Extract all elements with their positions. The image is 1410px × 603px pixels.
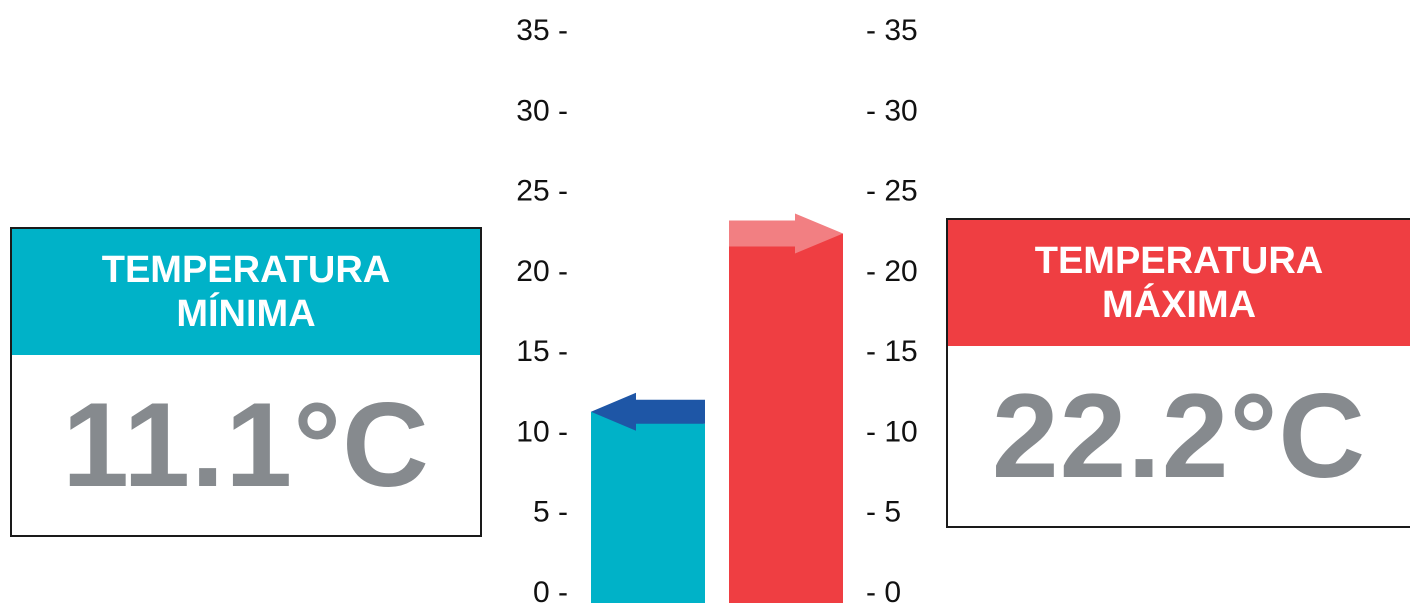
y-tick-label-right: - 30 [866, 94, 918, 127]
y-tick-label-right: - 5 [866, 496, 901, 529]
y-tick-label-left: 10 - [516, 415, 568, 448]
min-temperature-card: TEMPERATURA MÍNIMA 11.1°C [10, 227, 482, 537]
max-temperature-arrow [729, 213, 843, 254]
y-tick-label-left: 0 - [533, 576, 568, 603]
max-temperature-header: TEMPERATURA MÁXIMA [948, 220, 1410, 346]
max-temperature-title-line1: TEMPERATURA [1034, 240, 1324, 282]
min-temperature-title-line1: TEMPERATURA [101, 249, 391, 291]
max-temperature-card: TEMPERATURA MÁXIMA 22.2°C [946, 218, 1410, 528]
y-tick-label-right: - 20 [866, 255, 918, 288]
y-tick-label-left: 20 - [516, 255, 568, 288]
y-tick-label-left: 15 - [516, 335, 568, 368]
min-temperature-arrow [591, 392, 705, 431]
min-temperature-title-line2: MÍNIMA [176, 293, 316, 335]
y-tick-label-right: - 25 [866, 175, 918, 208]
y-tick-label-right: - 35 [866, 14, 918, 47]
max-temperature-bar [729, 233, 843, 603]
y-tick-label-right: - 10 [866, 415, 918, 448]
y-tick-label-left: 25 - [516, 175, 568, 208]
y-tick-label-right: - 0 [866, 576, 901, 603]
max-temperature-title-line2: MÁXIMA [1101, 284, 1257, 326]
min-temperature-bar [591, 411, 705, 603]
min-temperature-value: 11.1°C [62, 378, 430, 512]
y-tick-label-left: 35 - [516, 14, 568, 47]
y-tick-label-right: - 15 [866, 335, 918, 368]
y-tick-label-left: 30 - [516, 94, 568, 127]
y-tick-label-left: 5 - [533, 496, 568, 529]
max-temperature-value: 22.2°C [991, 369, 1367, 503]
min-temperature-header: TEMPERATURA MÍNIMA [12, 229, 480, 355]
